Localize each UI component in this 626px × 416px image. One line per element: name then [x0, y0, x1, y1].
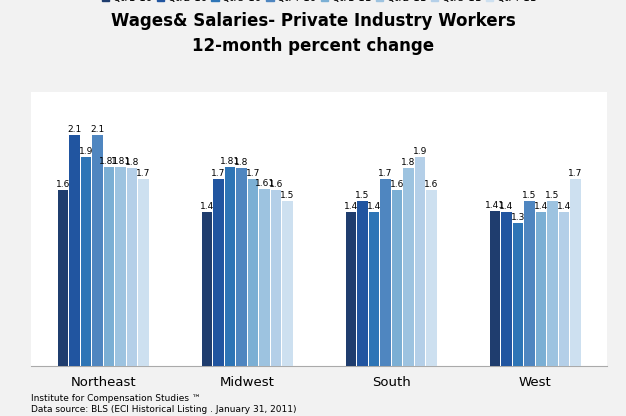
- Text: 1.4: 1.4: [557, 202, 571, 211]
- Text: 1.81: 1.81: [111, 157, 131, 166]
- Text: 1.7: 1.7: [136, 169, 151, 178]
- Text: 1.4: 1.4: [367, 202, 381, 211]
- Text: 1.81: 1.81: [99, 157, 119, 166]
- Bar: [392, 191, 403, 366]
- Bar: [490, 211, 500, 366]
- Text: Institute for Compensation Studies ™: Institute for Compensation Studies ™: [31, 394, 201, 404]
- Text: Wages& Salaries- Private Industry Workers: Wages& Salaries- Private Industry Worker…: [111, 12, 515, 30]
- Bar: [403, 168, 414, 366]
- Text: 1.61: 1.61: [255, 179, 275, 188]
- Bar: [357, 201, 367, 366]
- Bar: [282, 201, 293, 366]
- Text: 1.4: 1.4: [534, 202, 548, 211]
- Text: 12-month percent change: 12-month percent change: [192, 37, 434, 55]
- Text: 1.81: 1.81: [220, 157, 240, 166]
- Bar: [346, 212, 356, 366]
- Text: 1.5: 1.5: [522, 191, 536, 200]
- Bar: [559, 212, 569, 366]
- Bar: [536, 212, 546, 366]
- Text: 1.4: 1.4: [344, 202, 358, 211]
- Bar: [69, 136, 80, 366]
- Bar: [426, 191, 437, 366]
- Text: 1.7: 1.7: [246, 169, 260, 178]
- Bar: [115, 167, 126, 366]
- Text: 1.8: 1.8: [234, 158, 249, 167]
- Text: 1.3: 1.3: [511, 213, 525, 222]
- Text: 2.1: 2.1: [90, 125, 105, 134]
- Text: 1.41: 1.41: [485, 201, 505, 210]
- Bar: [213, 179, 223, 366]
- Bar: [415, 157, 425, 366]
- Bar: [127, 168, 137, 366]
- Text: 1.7: 1.7: [568, 169, 583, 178]
- Text: 1.5: 1.5: [545, 191, 560, 200]
- Text: 1.6: 1.6: [390, 180, 404, 189]
- Bar: [138, 179, 149, 366]
- Text: 1.4: 1.4: [200, 202, 214, 211]
- Text: 1.9: 1.9: [413, 147, 427, 156]
- Bar: [259, 189, 270, 366]
- Text: 1.7: 1.7: [378, 169, 393, 178]
- Text: 1.5: 1.5: [280, 191, 295, 200]
- Bar: [58, 191, 68, 366]
- Text: 1.7: 1.7: [212, 169, 225, 178]
- Text: 1.6: 1.6: [56, 180, 70, 189]
- Bar: [369, 212, 379, 366]
- Bar: [202, 212, 212, 366]
- Text: Data source: BLS (ECI Historical Listing . January 31, 2011): Data source: BLS (ECI Historical Listing…: [31, 405, 297, 414]
- Text: 1.9: 1.9: [79, 147, 93, 156]
- Text: 1.8: 1.8: [125, 158, 139, 167]
- Bar: [248, 179, 259, 366]
- Bar: [104, 167, 115, 366]
- Legend: Qtr1-10, Qtr2-10, Qtr3-10, Qtr4-10, Qtr1-11, Qtr2-11, Qtr3-11, Qtr4-11: Qtr1-10, Qtr2-10, Qtr3-10, Qtr4-10, Qtr1…: [101, 0, 538, 5]
- Bar: [81, 157, 91, 366]
- Bar: [547, 201, 558, 366]
- Bar: [501, 212, 511, 366]
- Bar: [513, 223, 523, 366]
- Text: 1.6: 1.6: [269, 180, 283, 189]
- Bar: [570, 179, 581, 366]
- Bar: [380, 179, 391, 366]
- Text: 1.5: 1.5: [356, 191, 369, 200]
- Bar: [92, 136, 103, 366]
- Bar: [225, 167, 235, 366]
- Text: 1.8: 1.8: [401, 158, 416, 167]
- Text: 1.6: 1.6: [424, 180, 439, 189]
- Bar: [236, 168, 247, 366]
- Bar: [524, 201, 535, 366]
- Text: 1.4: 1.4: [500, 202, 513, 211]
- Bar: [271, 191, 281, 366]
- Text: 2.1: 2.1: [68, 125, 81, 134]
